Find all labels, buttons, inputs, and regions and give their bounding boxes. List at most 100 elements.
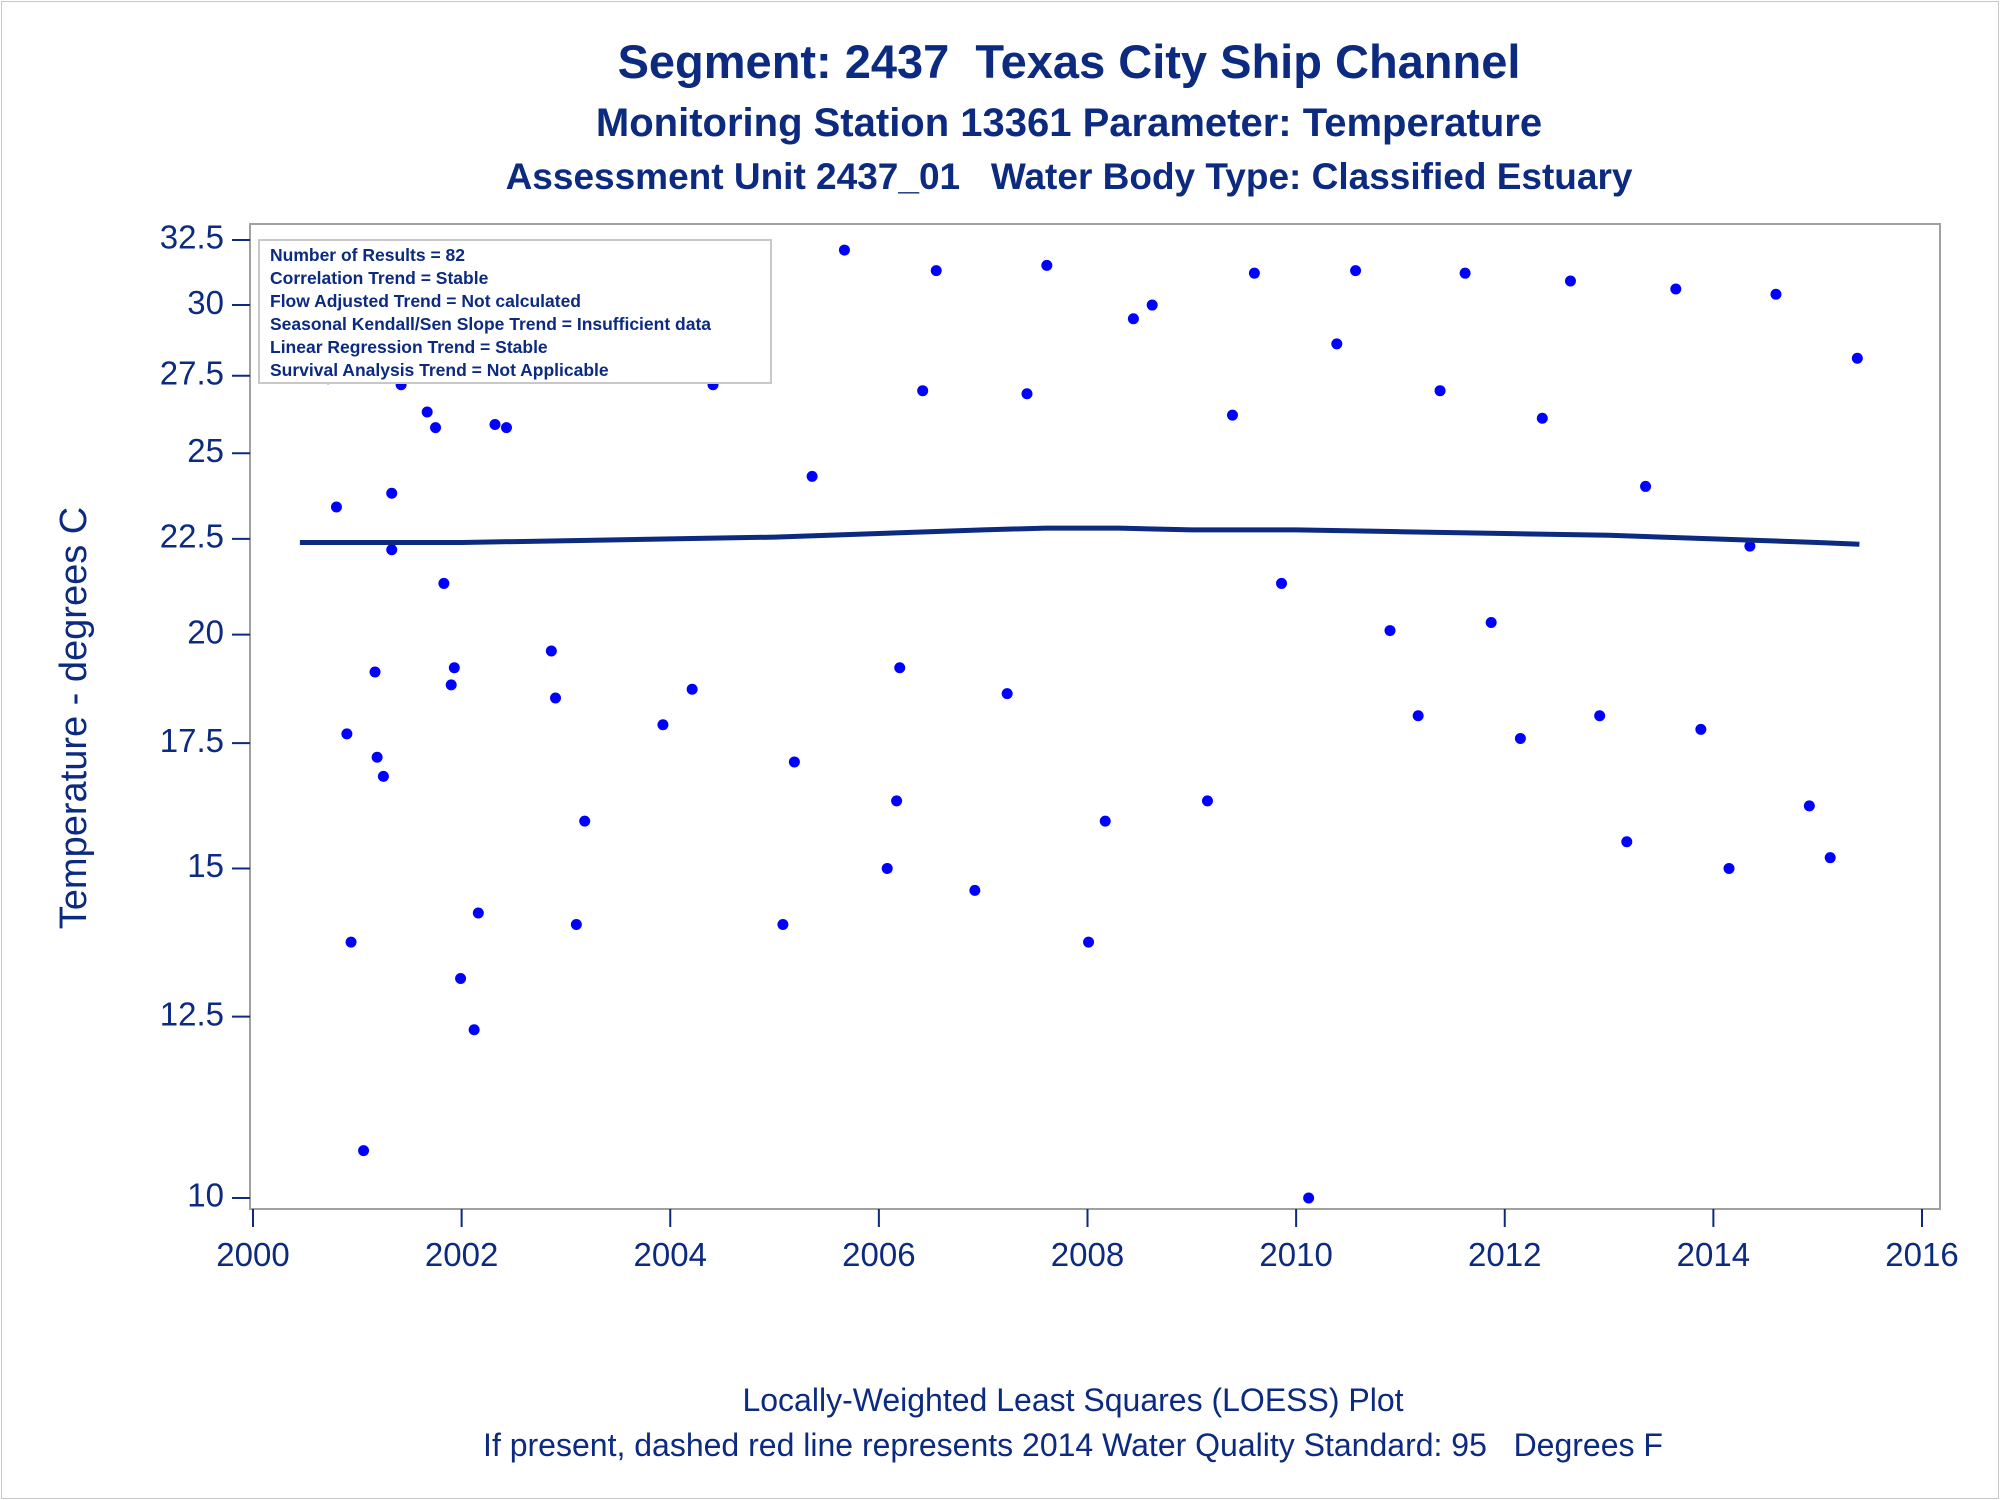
x-tick-label: 2002 <box>425 1236 498 1273</box>
stat-correlation-trend: Correlation Trend = Stable <box>270 268 489 288</box>
data-point <box>1514 733 1526 745</box>
data-point <box>448 662 460 674</box>
x-tick-label: 2016 <box>1885 1236 1958 1273</box>
data-point <box>1434 385 1446 397</box>
data-point <box>1851 352 1863 364</box>
data-point <box>657 719 669 731</box>
data-point <box>1384 625 1396 637</box>
data-point <box>1459 267 1471 279</box>
chart-title: Segment: 2437 Texas City Ship Channel <box>617 35 1521 88</box>
data-point <box>1594 710 1606 722</box>
x-tick-label: 2012 <box>1468 1236 1541 1273</box>
footnote-standard: If present, dashed red line represents 2… <box>483 1427 1663 1463</box>
loess-line <box>299 525 1860 547</box>
data-point <box>917 385 929 397</box>
y-axis: 10 12.5 15 17.5 20 22.5 25 27.5 30 32.5 <box>160 219 250 1214</box>
y-tick-label: 30 <box>187 284 224 321</box>
data-point <box>1412 710 1424 722</box>
data-point <box>377 770 389 782</box>
y-tick-label: 17.5 <box>160 722 224 759</box>
data-point <box>500 422 512 434</box>
stat-results: Number of Results = 82 <box>270 245 465 265</box>
data-point <box>1824 852 1836 864</box>
data-point <box>1621 836 1633 848</box>
data-points <box>296 244 1863 1204</box>
data-point <box>1146 299 1158 311</box>
chart-subtitle-2: Assessment Unit 2437_01 Water Body Type:… <box>505 156 1633 197</box>
data-point <box>806 470 818 482</box>
data-point <box>1536 412 1548 424</box>
statistics-box: Number of Results = 82 Correlation Trend… <box>258 239 772 384</box>
x-tick-label: 2004 <box>634 1236 707 1273</box>
data-point <box>579 815 591 827</box>
data-point <box>545 645 557 657</box>
data-point <box>891 795 903 807</box>
y-tick-label: 27.5 <box>160 354 224 391</box>
data-point <box>969 884 981 896</box>
stat-seasonal-kendall-trend: Seasonal Kendall/Sen Slope Trend = Insuf… <box>270 314 712 334</box>
data-point <box>1303 1192 1315 1204</box>
data-point <box>1021 388 1033 400</box>
data-point <box>455 973 467 985</box>
data-point <box>430 422 442 434</box>
loess-lines <box>299 525 1860 547</box>
data-point <box>421 406 433 418</box>
y-tick-label: 25 <box>187 432 224 469</box>
y-tick-label: 20 <box>187 613 224 650</box>
data-point <box>1350 265 1362 277</box>
data-point <box>1201 795 1213 807</box>
y-tick-label: 15 <box>187 847 224 884</box>
data-point <box>1640 480 1652 492</box>
data-point <box>438 577 450 589</box>
data-point <box>386 487 398 499</box>
data-point <box>1695 723 1707 735</box>
data-point <box>330 501 342 513</box>
data-point <box>369 666 381 678</box>
chart-subtitle: Monitoring Station 13361 Parameter: Temp… <box>595 101 1543 145</box>
y-tick-label: 12.5 <box>160 995 224 1032</box>
x-tick-label: 2008 <box>1051 1236 1124 1273</box>
x-tick-label: 2010 <box>1259 1236 1332 1273</box>
data-point <box>472 907 484 919</box>
y-tick-label: 32.5 <box>160 219 224 256</box>
data-point <box>358 1145 370 1157</box>
y-tick-label: 10 <box>187 1177 224 1214</box>
data-point <box>1331 338 1343 350</box>
data-point <box>1226 409 1238 421</box>
y-tick-label: 22.5 <box>160 518 224 555</box>
footnote-method: Locally-Weighted Least Squares (LOESS) P… <box>742 1382 1404 1418</box>
data-point <box>1770 288 1782 300</box>
stat-linear-regression-trend: Linear Regression Trend = Stable <box>270 337 548 357</box>
data-point <box>1485 617 1497 629</box>
x-tick-label: 2000 <box>216 1236 289 1273</box>
data-point <box>1099 815 1111 827</box>
x-axis: 2000 2002 2004 2006 2008 2010 2012 2014 2016 <box>216 1209 1959 1273</box>
data-point <box>550 692 562 704</box>
x-tick-label: 2014 <box>1677 1236 1750 1273</box>
data-point <box>1248 267 1260 279</box>
data-point <box>1083 936 1095 948</box>
data-point <box>489 419 501 431</box>
data-point <box>570 919 582 931</box>
data-point <box>788 756 800 768</box>
data-point <box>1723 862 1735 874</box>
plot-area-border <box>249 223 1941 1210</box>
data-point <box>881 862 893 874</box>
stat-survival-analysis-trend: Survival Analysis Trend = Not Applicable <box>270 360 609 380</box>
data-point <box>1670 283 1682 295</box>
data-point <box>1744 540 1756 552</box>
data-point <box>341 728 353 740</box>
data-point <box>1127 313 1139 325</box>
data-point <box>345 936 357 948</box>
data-point <box>445 679 457 691</box>
data-point <box>386 544 398 556</box>
data-point <box>371 751 383 763</box>
data-point <box>1564 275 1576 287</box>
data-point <box>468 1024 480 1036</box>
data-point <box>1803 800 1815 812</box>
y-axis-label: Temperature - degrees C <box>53 507 95 929</box>
data-point <box>1276 577 1288 589</box>
data-point <box>777 919 789 931</box>
stat-flow-adjusted-trend: Flow Adjusted Trend = Not calculated <box>270 291 581 311</box>
